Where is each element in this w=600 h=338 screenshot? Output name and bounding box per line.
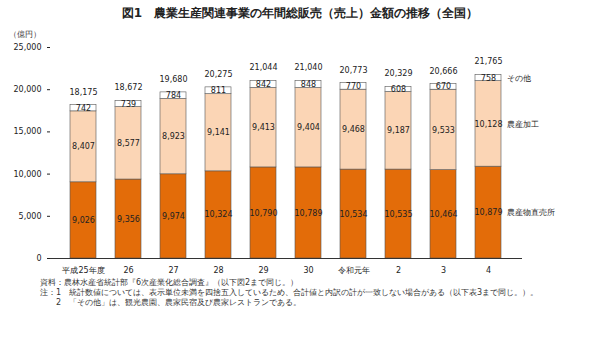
- svg-text:9,413: 9,413: [252, 123, 275, 132]
- svg-text:8,407: 8,407: [72, 142, 95, 151]
- svg-text:2: 2: [396, 266, 401, 275]
- svg-text:8,923: 8,923: [162, 132, 185, 141]
- svg-text:9,187: 9,187: [387, 126, 410, 135]
- svg-text:28: 28: [213, 266, 223, 275]
- svg-text:その他: その他: [507, 74, 531, 83]
- svg-text:0: 0: [36, 254, 41, 263]
- svg-text:農産物直売所: 農産物直売所: [507, 208, 555, 217]
- svg-text:29: 29: [258, 266, 268, 275]
- svg-text:20,773: 20,773: [340, 66, 368, 75]
- svg-text:739: 739: [121, 100, 136, 109]
- svg-text:10,000: 10,000: [14, 170, 42, 179]
- svg-text:10,324: 10,324: [205, 210, 233, 219]
- html-text:資料：農林水産省統計部『6次産業化総合調査』（以下図2まで同: 資料：農林水産省統計部『6次産業化総合調査』（以下図2まで同じ。）: [40, 278, 299, 287]
- svg-text:農産加工: 農産加工: [507, 120, 539, 129]
- svg-text:9,026: 9,026: [72, 216, 95, 225]
- svg-text:10,128: 10,128: [475, 120, 503, 129]
- svg-text:9,974: 9,974: [162, 212, 185, 221]
- html-text:図1 農業生産関連事業の年間総販売（売上）金額の推移（全国）: 図1 農業生産関連事業の年間総販売（売上）金額の推移（全国）: [121, 6, 479, 20]
- svg-text:5,000: 5,000: [19, 212, 42, 221]
- svg-text:平成25年度: 平成25年度: [62, 266, 104, 275]
- svg-text:4: 4: [486, 266, 491, 275]
- svg-text:9,356: 9,356: [117, 215, 140, 224]
- svg-text:20,275: 20,275: [205, 70, 233, 79]
- svg-text:784: 784: [166, 91, 181, 100]
- svg-text:10,879: 10,879: [475, 208, 503, 217]
- svg-text:20,329: 20,329: [385, 69, 413, 78]
- svg-text:21,040: 21,040: [295, 63, 323, 72]
- svg-text:19,680: 19,680: [160, 75, 188, 84]
- svg-text:令和元年: 令和元年: [338, 266, 370, 275]
- svg-text:848: 848: [301, 80, 316, 89]
- svg-text:842: 842: [256, 80, 271, 89]
- svg-text:15,000: 15,000: [14, 127, 42, 136]
- svg-text:30: 30: [303, 266, 313, 275]
- svg-text:10,464: 10,464: [430, 210, 458, 219]
- svg-text:670: 670: [436, 82, 451, 91]
- svg-text:8,577: 8,577: [117, 139, 140, 148]
- svg-text:10,534: 10,534: [340, 210, 368, 219]
- svg-text:20,666: 20,666: [430, 67, 458, 76]
- svg-text:9,533: 9,533: [432, 126, 455, 135]
- svg-text:758: 758: [481, 74, 496, 83]
- svg-text:21,765: 21,765: [475, 57, 503, 66]
- svg-text:742: 742: [76, 104, 91, 113]
- svg-text:10,535: 10,535: [385, 210, 413, 219]
- svg-text:18,672: 18,672: [115, 83, 143, 92]
- svg-text:21,044: 21,044: [250, 63, 278, 72]
- html-text:2 「その他」は、観光農園、農家民宿及び農家レストランである: 2 「その他」は、観光農園、農家民宿及び農家レストランである。: [40, 298, 302, 307]
- svg-text:18,175: 18,175: [70, 88, 98, 97]
- svg-text:9,468: 9,468: [342, 125, 365, 134]
- svg-text:9,141: 9,141: [207, 128, 230, 137]
- svg-text:3: 3: [441, 266, 446, 275]
- svg-text:9,404: 9,404: [297, 123, 320, 132]
- svg-text:26: 26: [123, 266, 133, 275]
- svg-text:770: 770: [346, 82, 361, 91]
- svg-text:10,789: 10,789: [295, 209, 323, 218]
- svg-text:20,000: 20,000: [14, 85, 42, 94]
- html-text:注：1 統計数値については、表示単位未満を四捨五入しているた: 注：1 統計数値については、表示単位未満を四捨五入しているため、合計値と内訳の計…: [40, 288, 539, 297]
- svg-text:608: 608: [391, 85, 406, 94]
- svg-text:811: 811: [211, 86, 226, 95]
- svg-text:10,790: 10,790: [250, 209, 278, 218]
- svg-text:27: 27: [168, 266, 178, 275]
- svg-text:25,000: 25,000: [14, 43, 42, 52]
- svg-text:（億円）: （億円）: [9, 30, 41, 39]
